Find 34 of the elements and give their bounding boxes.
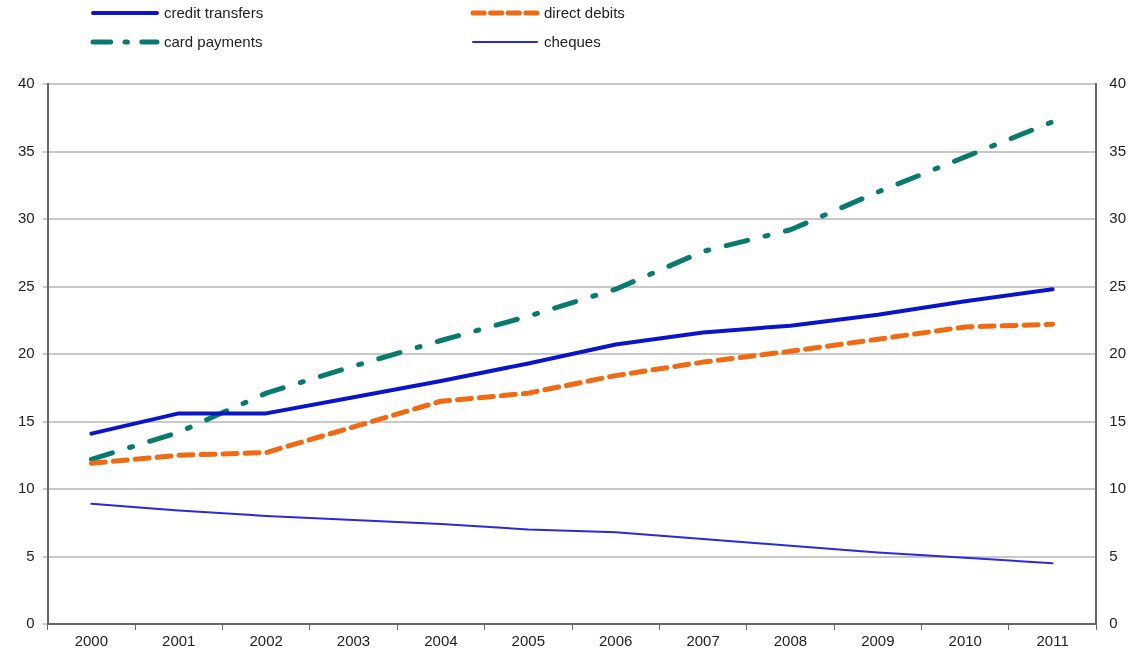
x-tick-label: 2010 [948, 632, 982, 650]
y2-tick-label: 35 [1109, 141, 1126, 159]
legend-label: card payments [164, 33, 263, 50]
y2-tick-label: 40 [1109, 74, 1126, 92]
y-tick-label: 40 [18, 74, 35, 92]
y2-tick-label: 30 [1109, 209, 1126, 227]
y-tick-label: 25 [18, 276, 35, 294]
x-tick-label: 2011 [1036, 632, 1069, 650]
legend-label: direct debits [544, 4, 625, 21]
x-tick-label: 2005 [511, 632, 545, 650]
x-tick-label: 2009 [861, 632, 895, 650]
x-tick-label: 2000 [74, 632, 109, 650]
y2-tick-label: 10 [1109, 479, 1126, 497]
legend-label: credit transfers [164, 4, 264, 21]
x-tick-label: 2006 [599, 632, 633, 650]
x-tick-label: 2003 [336, 632, 371, 650]
x-tick-label: 2004 [424, 632, 458, 650]
x-tick-label: 2008 [773, 632, 808, 650]
x-tick-label: 2002 [249, 632, 283, 650]
y-tick-label: 10 [18, 479, 35, 497]
y2-tick-label: 15 [1109, 411, 1126, 429]
y2-tick-label: 0 [1109, 614, 1118, 632]
x-tick-label: 2001 [162, 632, 196, 650]
y2-tick-label: 20 [1109, 344, 1126, 362]
x-tick-label: 2007 [686, 632, 720, 650]
y-tick-label: 35 [18, 141, 35, 159]
y-tick-label: 5 [26, 546, 35, 564]
y2-tick-label: 5 [1109, 546, 1118, 564]
y-tick-label: 30 [18, 209, 35, 227]
y2-tick-label: 25 [1109, 276, 1126, 294]
y-tick-label: 15 [18, 411, 35, 429]
y-tick-label: 20 [18, 344, 35, 362]
legend-label: cheques [544, 33, 601, 50]
y-tick-label: 0 [26, 614, 35, 632]
